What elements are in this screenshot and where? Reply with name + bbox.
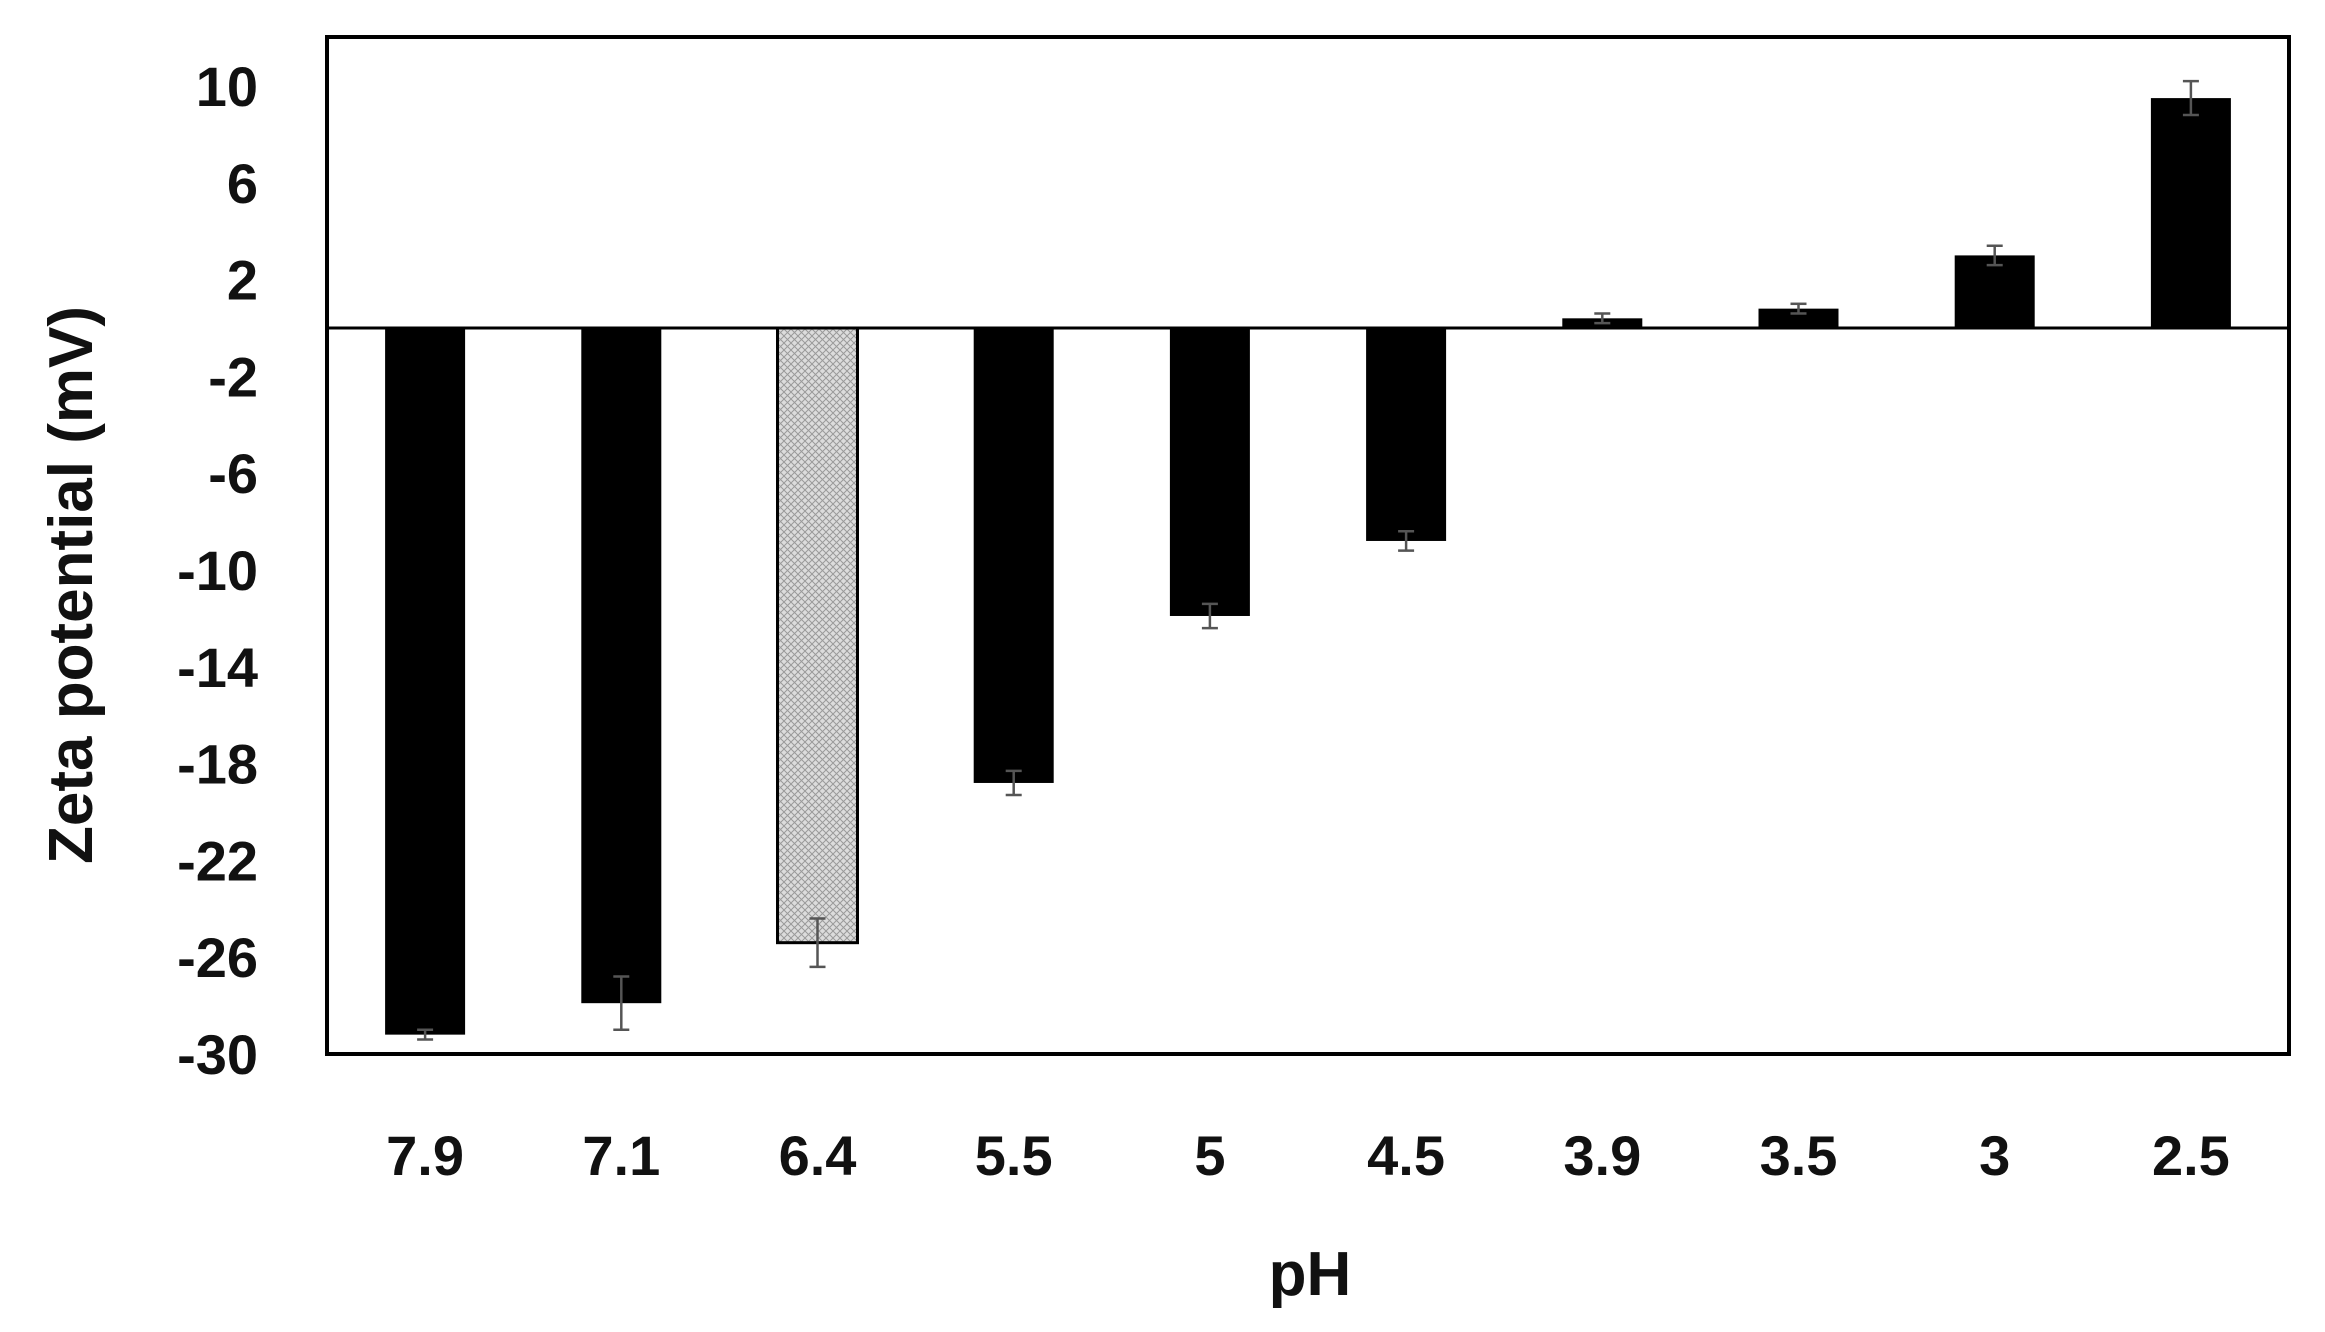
y-tick-label: -30 (177, 1023, 258, 1086)
error-bar-ph-5 (1201, 602, 1218, 630)
error-bar-ph-3 (1986, 244, 2003, 267)
x-tick-label: 7.1 (582, 1124, 660, 1187)
y-tick-label: -10 (177, 539, 258, 602)
x-axis-title: pH (1269, 1240, 1352, 1309)
error-bar-ph-6-4 (809, 917, 826, 969)
error-bar-ph-5-5 (1005, 769, 1022, 797)
y-axis-title: Zeta potential (mV) (37, 306, 106, 864)
bar-ph-6-4 (776, 326, 859, 945)
x-tick-label: 3.9 (1563, 1124, 1641, 1187)
plot-area-frame (325, 35, 2291, 1056)
x-tick-label: 5 (1194, 1124, 1225, 1187)
bar-ph-5-5 (973, 328, 1054, 783)
y-tick-label: -26 (177, 926, 258, 989)
x-tick-label: 5.5 (975, 1124, 1053, 1187)
x-tick-label: 3 (1979, 1124, 2010, 1187)
x-tick-label: 2.5 (2152, 1124, 2230, 1187)
x-tick-label: 3.5 (1760, 1124, 1838, 1187)
y-tick-label: -22 (177, 829, 258, 892)
bar-ph-7-9 (385, 328, 466, 1035)
y-tick-label: -18 (177, 733, 258, 796)
error-bar-ph-3-5 (1790, 302, 1807, 315)
y-tick-label: 6 (227, 152, 258, 215)
bar-ph-3 (1954, 255, 2035, 328)
x-tick-label: 4.5 (1367, 1124, 1445, 1187)
x-tick-labels: 7.9 7.1 6.4 5.5 5 4.5 3.9 3.5 3 2.5 (386, 1124, 2230, 1187)
error-bar-ph-4-5 (1398, 530, 1415, 552)
error-bar-ph-7-1 (613, 975, 630, 1032)
bar-ph-3-5 (1758, 308, 1839, 328)
bar-ph-4-5 (1366, 328, 1447, 541)
y-tick-label: -2 (208, 345, 258, 408)
bars-group (385, 98, 2231, 1035)
x-tick-label: 7.9 (386, 1124, 464, 1187)
error-bars-group (417, 79, 2199, 1041)
y-tick-label: 2 (227, 249, 258, 312)
x-tick-label: 6.4 (779, 1124, 857, 1187)
bar-ph-7-1 (581, 328, 662, 1004)
y-tick-label: -14 (177, 636, 258, 699)
error-bar-ph-7-9 (417, 1028, 434, 1041)
y-tick-label: -6 (208, 442, 258, 505)
bar-ph-5 (1169, 328, 1250, 616)
bar-ph-2-5 (2150, 98, 2231, 328)
y-tick-labels: 10 6 2 -2 -6 -10 -14 -18 -22 -26 -30 (177, 55, 258, 1086)
error-bar-ph-2-5 (2182, 79, 2199, 117)
y-tick-label: 10 (196, 55, 258, 118)
error-bar-ph-3-9 (1594, 312, 1611, 325)
